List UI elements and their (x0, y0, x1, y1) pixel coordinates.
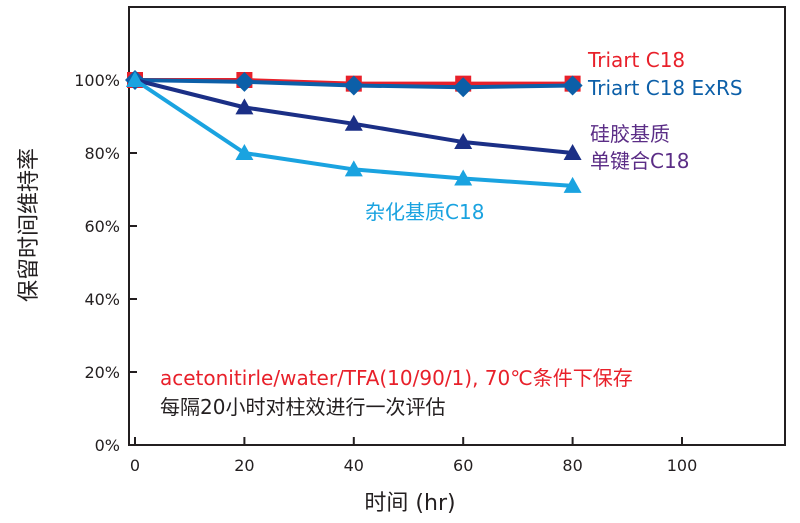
x-tick-label: 60 (453, 456, 473, 475)
series-layer (125, 70, 583, 193)
y-tick-label: 20% (84, 363, 120, 382)
y-tick-label: 0% (95, 436, 120, 455)
triangle-marker (235, 144, 254, 160)
axis-ticks: 0% 20% 40% 60% 80% 100% 0 20 40 60 80 100 (74, 71, 697, 475)
legend-silica-c18-line1: 硅胶基质 (590, 122, 670, 146)
x-tick-label: 80 (562, 456, 582, 475)
y-tick-label: 80% (84, 144, 120, 163)
triangle-marker (454, 169, 473, 186)
triangle-marker (126, 71, 144, 87)
x-tick-label: 20 (234, 456, 254, 475)
x-axis-title: 时间 (hr) (364, 491, 455, 516)
y-tick-label: 100% (74, 71, 120, 90)
diamond-marker (234, 71, 255, 92)
x-tick-label: 100 (667, 456, 698, 475)
legend-hybrid-c18: 杂化基质C18 (365, 200, 484, 224)
legend-triart-c18-exrs: Triart C18 ExRS (587, 76, 743, 100)
triangle-marker (235, 98, 254, 115)
evaluation-note: 每隔20小时对柱效进行一次评估 (160, 395, 445, 419)
series-1 (125, 70, 583, 98)
x-tick-label: 0 (130, 456, 140, 475)
triangle-marker (344, 114, 363, 131)
diamond-marker (562, 75, 583, 96)
diamond-marker (343, 75, 364, 96)
x-tick-label: 40 (344, 456, 364, 475)
condition-note: acetonitirle/water/TFA(10/90/1), 70℃条件下保… (160, 366, 633, 390)
triangle-marker (563, 144, 582, 160)
legend-silica-c18-line2: 单键合C18 (590, 149, 689, 173)
series-3 (126, 71, 582, 193)
y-tick-label: 60% (84, 217, 120, 236)
y-tick-label: 40% (84, 290, 120, 309)
triangle-marker (344, 160, 363, 177)
triangle-marker (563, 176, 582, 193)
y-axis-title: 保留时间维持率 (17, 148, 42, 302)
legend-triart-c18: Triart C18 (587, 48, 685, 72)
triangle-marker (454, 133, 473, 150)
diamond-marker (453, 77, 474, 98)
